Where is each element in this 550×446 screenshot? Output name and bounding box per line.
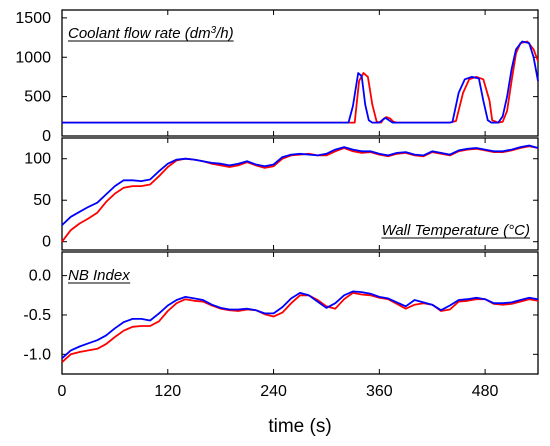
y-tick-label: 1000 [15,49,51,66]
panel-title: NB Index [68,267,130,284]
y-tick-label: -1.0 [23,346,51,363]
y-tick-label: 0 [42,234,51,251]
series-line-red [61,291,539,363]
series-line-blue [61,290,539,359]
x-tick-label: 480 [472,383,499,400]
panel-coolant-flow-rate: 0 500 1000 1500 Coolant flow rate (dm3/h) [15,9,539,145]
x-tick-label: 120 [154,383,181,400]
x-tick-label: 0 [58,383,67,400]
x-axis-label: time (s) [268,416,331,437]
panel-wall-temperature: 0 50 100 Wall Temperature (°C) [24,137,539,251]
y-tick-label: 100 [24,151,51,168]
series-line-blue [62,40,539,124]
series-line-blue [61,144,539,226]
y-tick-label: 50 [33,192,51,209]
panel-nb-index: -1.0 -0.5 0.0 NB Index [23,251,539,375]
y-tick-label: 0 [42,128,51,145]
series-line-red [62,40,539,124]
panel-title: Coolant flow rate (dm3/h) [68,25,234,43]
y-tick-label: 0.0 [29,268,51,285]
y-tick-label: 500 [24,89,51,106]
panel-title: Wall Temperature (°C) [381,222,530,239]
plot-frame [61,9,539,137]
x-tick-label: 240 [260,383,287,400]
plot-frame [61,137,539,251]
plot-frame [61,251,539,375]
x-tick-label: 360 [366,383,393,400]
y-tick-label: -0.5 [23,307,51,324]
y-tick-label: 1500 [15,10,51,27]
x-axis-tick-labels: 0 120 240 360 480 [58,383,499,400]
